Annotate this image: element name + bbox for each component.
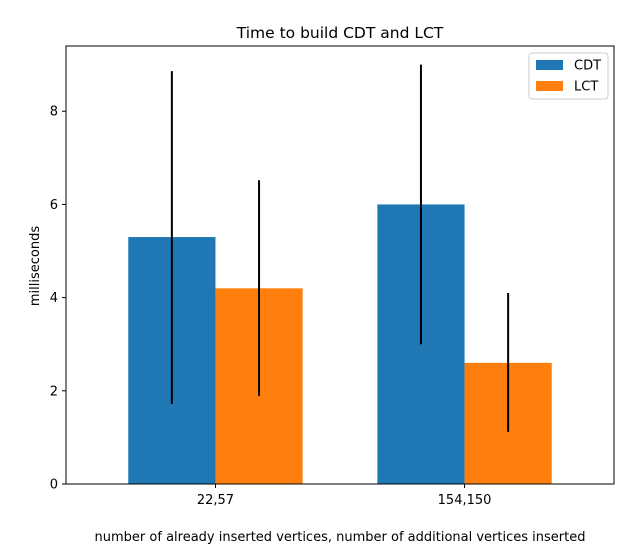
x-axis-label: number of already inserted vertices, num…	[95, 530, 586, 545]
legend-swatch-cdt	[536, 60, 563, 70]
axes-frame	[65, 45, 615, 485]
x-tick-label-1: 154,150	[438, 493, 492, 508]
x-tick-label-0: 22,57	[197, 493, 234, 508]
y-tick-label-0: 0	[50, 478, 58, 493]
y-tick-label-3: 6	[50, 198, 58, 213]
y-tick-label-4: 8	[50, 105, 58, 120]
chart-title: Time to build CDT and LCT	[236, 24, 444, 42]
plot-area: 0 2 4 6 8 22,57 154,150	[50, 45, 615, 508]
legend-swatch-lct	[536, 81, 563, 91]
legend-label-cdt: CDT	[574, 59, 601, 74]
y-axis-label: milliseconds	[28, 226, 43, 306]
y-tick-label-1: 2	[50, 384, 58, 399]
y-tick-label-2: 4	[50, 291, 58, 306]
legend: CDT LCT	[528, 52, 609, 100]
legend-label-lct: LCT	[574, 80, 598, 95]
